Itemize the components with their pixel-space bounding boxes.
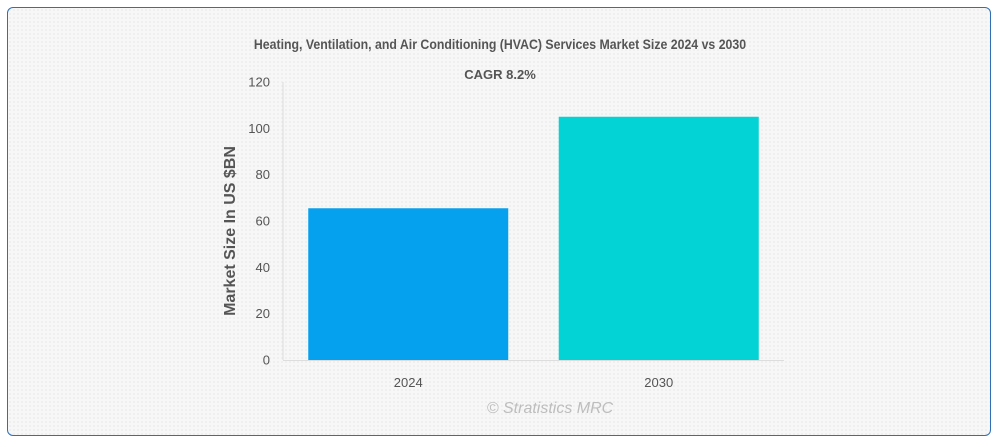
y-tick-label: 80 (256, 167, 270, 182)
x-tick-label: 2024 (394, 375, 423, 390)
y-tick-label: 20 (256, 306, 270, 321)
y-tick-label: 60 (256, 214, 270, 229)
chart-frame: Heating, Ventilation, and Air Conditioni… (7, 7, 991, 436)
bar-2024 (308, 208, 509, 360)
chart-title: Heating, Ventilation, and Air Conditioni… (253, 36, 747, 52)
bar-2030 (558, 116, 759, 360)
bar-chart: 0 20 40 60 80 100 120 2024 2030 Market Size In U… (222, 75, 784, 390)
watermark: © Stratistics MRC (486, 400, 614, 417)
x-tick-label: 2030 (644, 375, 673, 390)
plot-area: 0 20 40 60 80 100 120 2024 2030 (248, 75, 784, 390)
y-axis-label: Market Size In US $BN (222, 146, 239, 316)
y-tick-label: 120 (248, 75, 270, 90)
y-tick-label: 0 (263, 353, 270, 368)
chart-subtitle: CAGR 8.2% (464, 67, 536, 82)
y-tick-label: 40 (256, 260, 270, 275)
y-tick-label: 100 (248, 121, 270, 136)
